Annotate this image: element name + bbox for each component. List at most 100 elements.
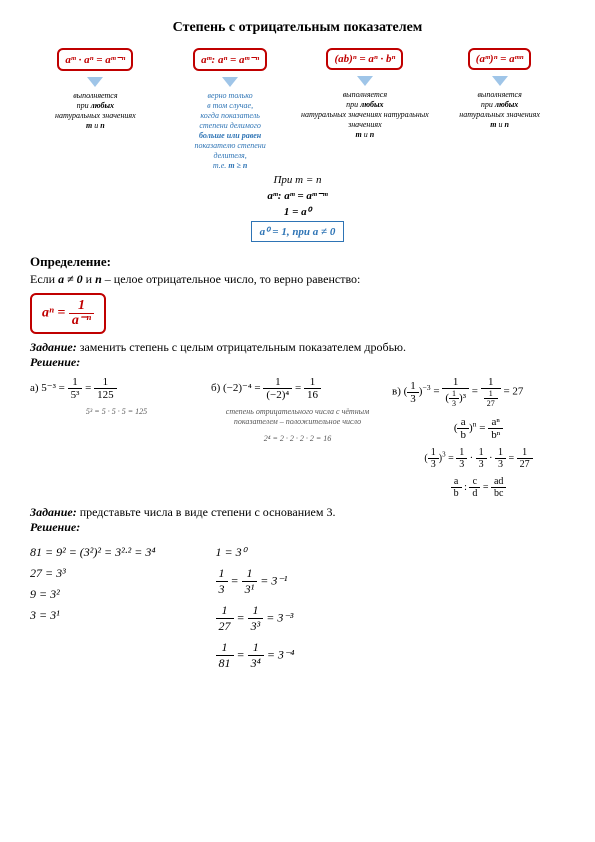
- r3d: 81: [216, 655, 234, 671]
- r3n: 1: [216, 640, 234, 655]
- sol-c-s2db: 27: [484, 398, 498, 408]
- sol-c-result: = 27: [503, 386, 523, 398]
- sol2-l2: 9 = 3²: [30, 587, 156, 602]
- task-2: Задание: представьте числа в виде степен…: [30, 505, 565, 520]
- r3d2: 3⁴: [248, 655, 264, 671]
- sol-a-n1: 1: [68, 376, 83, 388]
- r2n: 1: [216, 603, 234, 618]
- sol2-r3: 181 = 13⁴ = 3⁻⁴: [216, 640, 295, 671]
- sol2-r2: 127 = 13³ = 3⁻³: [216, 603, 295, 634]
- sol2-right: 1 = 3⁰ 13 = 13¹ = 3⁻¹ 127 = 13³ = 3⁻³ 18…: [216, 539, 295, 677]
- def-cond2: n: [95, 272, 102, 286]
- rule-4: (aᵐ)ⁿ = aᵐⁿ выполняетсяпри любыхнатураль…: [434, 48, 565, 171]
- sol2-r0: 1 = 3⁰: [216, 545, 295, 560]
- r1n: 1: [216, 566, 228, 581]
- id1-ld: b: [457, 428, 469, 441]
- id1-rn: aⁿ: [488, 416, 503, 428]
- def-after: – целое отрицательное число, то верно ра…: [105, 272, 361, 286]
- arrow-icon: [87, 77, 103, 87]
- rule-4-desc: выполняетсяпри любыхнатуральных значения…: [434, 90, 565, 130]
- r2m: =: [234, 610, 248, 624]
- rule-3: (ab)ⁿ = aⁿ · bⁿ выполняетсяпри любыхнату…: [300, 48, 431, 171]
- sol-b-n2: 1: [304, 376, 321, 388]
- rule-1: aᵐ · aⁿ = aᵐ⁻ⁿ выполняетсяпри любыхнатур…: [30, 48, 161, 171]
- mid-line-2: aᵐ: aᵐ = aᵐ⁻ᵐ: [30, 189, 565, 202]
- sol-b-d1: (−2)⁴: [263, 388, 292, 401]
- task2-text: представьте числа в виде степени с основ…: [77, 505, 336, 519]
- solution2-lbl: Решение:: [30, 520, 80, 534]
- rule-1-formula: aᵐ · aⁿ = aᵐ⁻ⁿ: [57, 48, 133, 71]
- sol-c-s1db: 3: [449, 398, 459, 408]
- id1-rd: bⁿ: [488, 428, 503, 441]
- rule-3-desc: выполняетсяпри любыхнатуральных значения…: [300, 90, 431, 140]
- arrow-icon: [357, 76, 373, 86]
- sol-c-id3: ab : cd = adbc: [392, 476, 565, 499]
- r2t: = 3⁻³: [263, 610, 293, 624]
- task-1: Задание: заменить степень с целым отрица…: [30, 340, 565, 355]
- boxed-formula: a⁰ = 1, при a ≠ 0: [251, 221, 345, 242]
- sol-c-id2: (13)3 = 13 · 13 · 13 = 127: [392, 447, 565, 470]
- sol-b-lead: б) (−2)⁻⁴ =: [211, 382, 261, 394]
- sol-c-bn: 1: [407, 380, 419, 392]
- definition-text: Если a ≠ 0 и n – целое отрицательное чис…: [30, 272, 565, 287]
- arrow-icon: [222, 77, 238, 87]
- r3n2: 1: [248, 640, 264, 655]
- r1d: 3: [216, 581, 228, 597]
- sol-b-sub: степень отрицательного числа с чётным по…: [211, 407, 384, 428]
- sol2-l0: 81 = 9² = (3²)² = 3²·² = 3⁴: [30, 545, 156, 560]
- sol-b-d2: 16: [304, 388, 321, 401]
- rule-4-formula: (aᵐ)ⁿ = aᵐⁿ: [468, 48, 532, 70]
- solution1-lbl: Решение:: [30, 355, 80, 369]
- sol-c-s1n: 1: [442, 376, 469, 388]
- r2d2: 3³: [248, 618, 264, 634]
- sol-c-exp: −3: [422, 383, 430, 392]
- solution-1-row: а) 5⁻³ = 15³ = 1125 5³ = 5 · 5 · 5 = 125…: [30, 376, 565, 499]
- rule-3-formula: (ab)ⁿ = aⁿ · bⁿ: [326, 48, 403, 70]
- def-before: Если: [30, 272, 58, 286]
- sol-c-s1dt: 1: [449, 389, 459, 398]
- rule-2-formula: aᵐ: aⁿ = aᵐ⁻ⁿ: [193, 48, 267, 71]
- sol-a-n2: 1: [94, 376, 117, 388]
- arrow-icon: [492, 76, 508, 86]
- sol-c: в) (13)−3 = 1(13)³ = 1127 = 27 (ab)n = a…: [392, 376, 565, 499]
- page-title: Степень с отрицательным показателем: [30, 20, 565, 36]
- mid-line-boxed: a⁰ = 1, при a ≠ 0: [30, 221, 565, 242]
- formula-num: 1: [69, 299, 94, 313]
- solution-1-label: Решение:: [30, 355, 565, 370]
- sol-a: а) 5⁻³ = 15³ = 1125 5³ = 5 · 5 · 5 = 125: [30, 376, 203, 499]
- sol-a-d1: 5³: [68, 388, 83, 401]
- solution-2-label: Решение:: [30, 520, 565, 535]
- sol-c-id1: (ab)n = aⁿbⁿ: [392, 416, 565, 441]
- sol-b-n1: 1: [263, 376, 292, 388]
- sol-b-sub2: 2⁴ = 2 · 2 · 2 · 2 = 16: [211, 434, 384, 444]
- rule-2-desc: верно тольков том случае,когда показател…: [165, 91, 296, 171]
- sol2-l1: 27 = 3³: [30, 566, 156, 581]
- r2d: 27: [216, 618, 234, 634]
- r1n2: 1: [242, 566, 258, 581]
- formula-lhs: aⁿ =: [42, 306, 65, 321]
- sol-b: б) (−2)⁻⁴ = 1(−2)⁴ = 116 степень отрицат…: [211, 376, 384, 499]
- sol-c-bd: 3: [407, 392, 419, 405]
- rules-row: aᵐ · aⁿ = aᵐ⁻ⁿ выполняетсяпри любыхнатур…: [30, 48, 565, 171]
- def-cond1: a ≠ 0: [58, 272, 83, 286]
- sol-c-s2n: 1: [481, 376, 501, 388]
- sol-c-s2dt: 1: [484, 389, 498, 398]
- rule-1-desc: выполняетсяпри любыхнатуральных значения…: [30, 91, 161, 131]
- task1-text: заменить степень с целым отрицательным п…: [77, 340, 406, 354]
- sol2-l3: 3 = 3¹: [30, 608, 156, 623]
- definition-label: Определение:: [30, 254, 565, 270]
- sol-a-d2: 125: [94, 388, 117, 401]
- r1t: = 3⁻¹: [257, 573, 287, 587]
- r2n2: 1: [248, 603, 264, 618]
- rule-2: aᵐ: aⁿ = aᵐ⁻ⁿ верно тольков том случае,к…: [165, 48, 296, 171]
- solution-2-cols: 81 = 9² = (3²)² = 3²·² = 3⁴ 27 = 3³ 9 = …: [30, 539, 565, 677]
- sol-a-lead: а) 5⁻³ =: [30, 382, 65, 394]
- sol-a-sub: 5³ = 5 · 5 · 5 = 125: [30, 407, 203, 417]
- mid-line-1: При m = n: [30, 174, 565, 186]
- sol2-left: 81 = 9² = (3²)² = 3²·² = 3⁴ 27 = 3³ 9 = …: [30, 539, 156, 677]
- main-formula: aⁿ = 1 a⁻ⁿ: [30, 293, 565, 334]
- formula-den: a⁻ⁿ: [69, 313, 94, 328]
- id1-ln: a: [457, 416, 469, 428]
- r3m: =: [234, 647, 248, 661]
- sol2-r1: 13 = 13¹ = 3⁻¹: [216, 566, 295, 597]
